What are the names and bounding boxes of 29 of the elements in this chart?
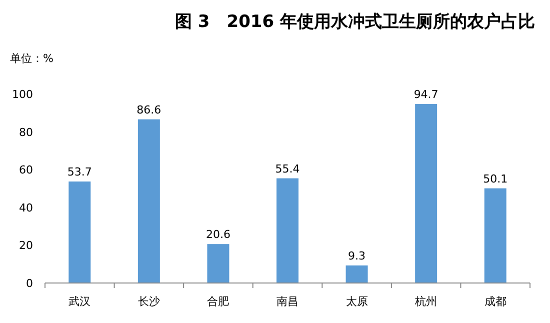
x-tick-label: 杭州 [414,295,438,308]
y-axis-title: 单位：% [10,52,54,65]
data-label: 94.7 [414,88,438,102]
data-label: 55.4 [275,162,300,176]
bar [138,119,160,283]
bar [346,265,368,283]
x-tick-label: 南昌 [276,295,298,308]
data-label: 53.7 [67,166,92,179]
bar [484,188,506,283]
y-tick-label: 80 [19,126,33,139]
chart-title: 图 3 2016 年使用水冲式卫生厕所的农户占比 [175,12,535,32]
x-tick-label: 太原 [346,295,368,308]
bar [415,104,438,283]
y-tick-label: 40 [19,201,33,214]
bar [207,244,230,283]
bar [276,178,298,283]
data-label: 50.1 [483,172,508,186]
data-label: 86.6 [136,103,162,116]
x-tick-label: 长沙 [138,295,160,308]
y-tick-label: 60 [19,164,33,177]
y-tick-label: 20 [19,239,33,252]
data-label: 9.3 [348,249,366,262]
x-tick-label: 武汉 [68,295,91,308]
y-tick-label: 0 [26,277,33,290]
x-tick-label: 成都 [484,295,506,308]
y-tick-label: 100 [12,88,33,101]
x-tick-label: 合肥 [207,295,230,308]
bar [68,182,91,283]
data-label: 20.6 [206,228,230,242]
